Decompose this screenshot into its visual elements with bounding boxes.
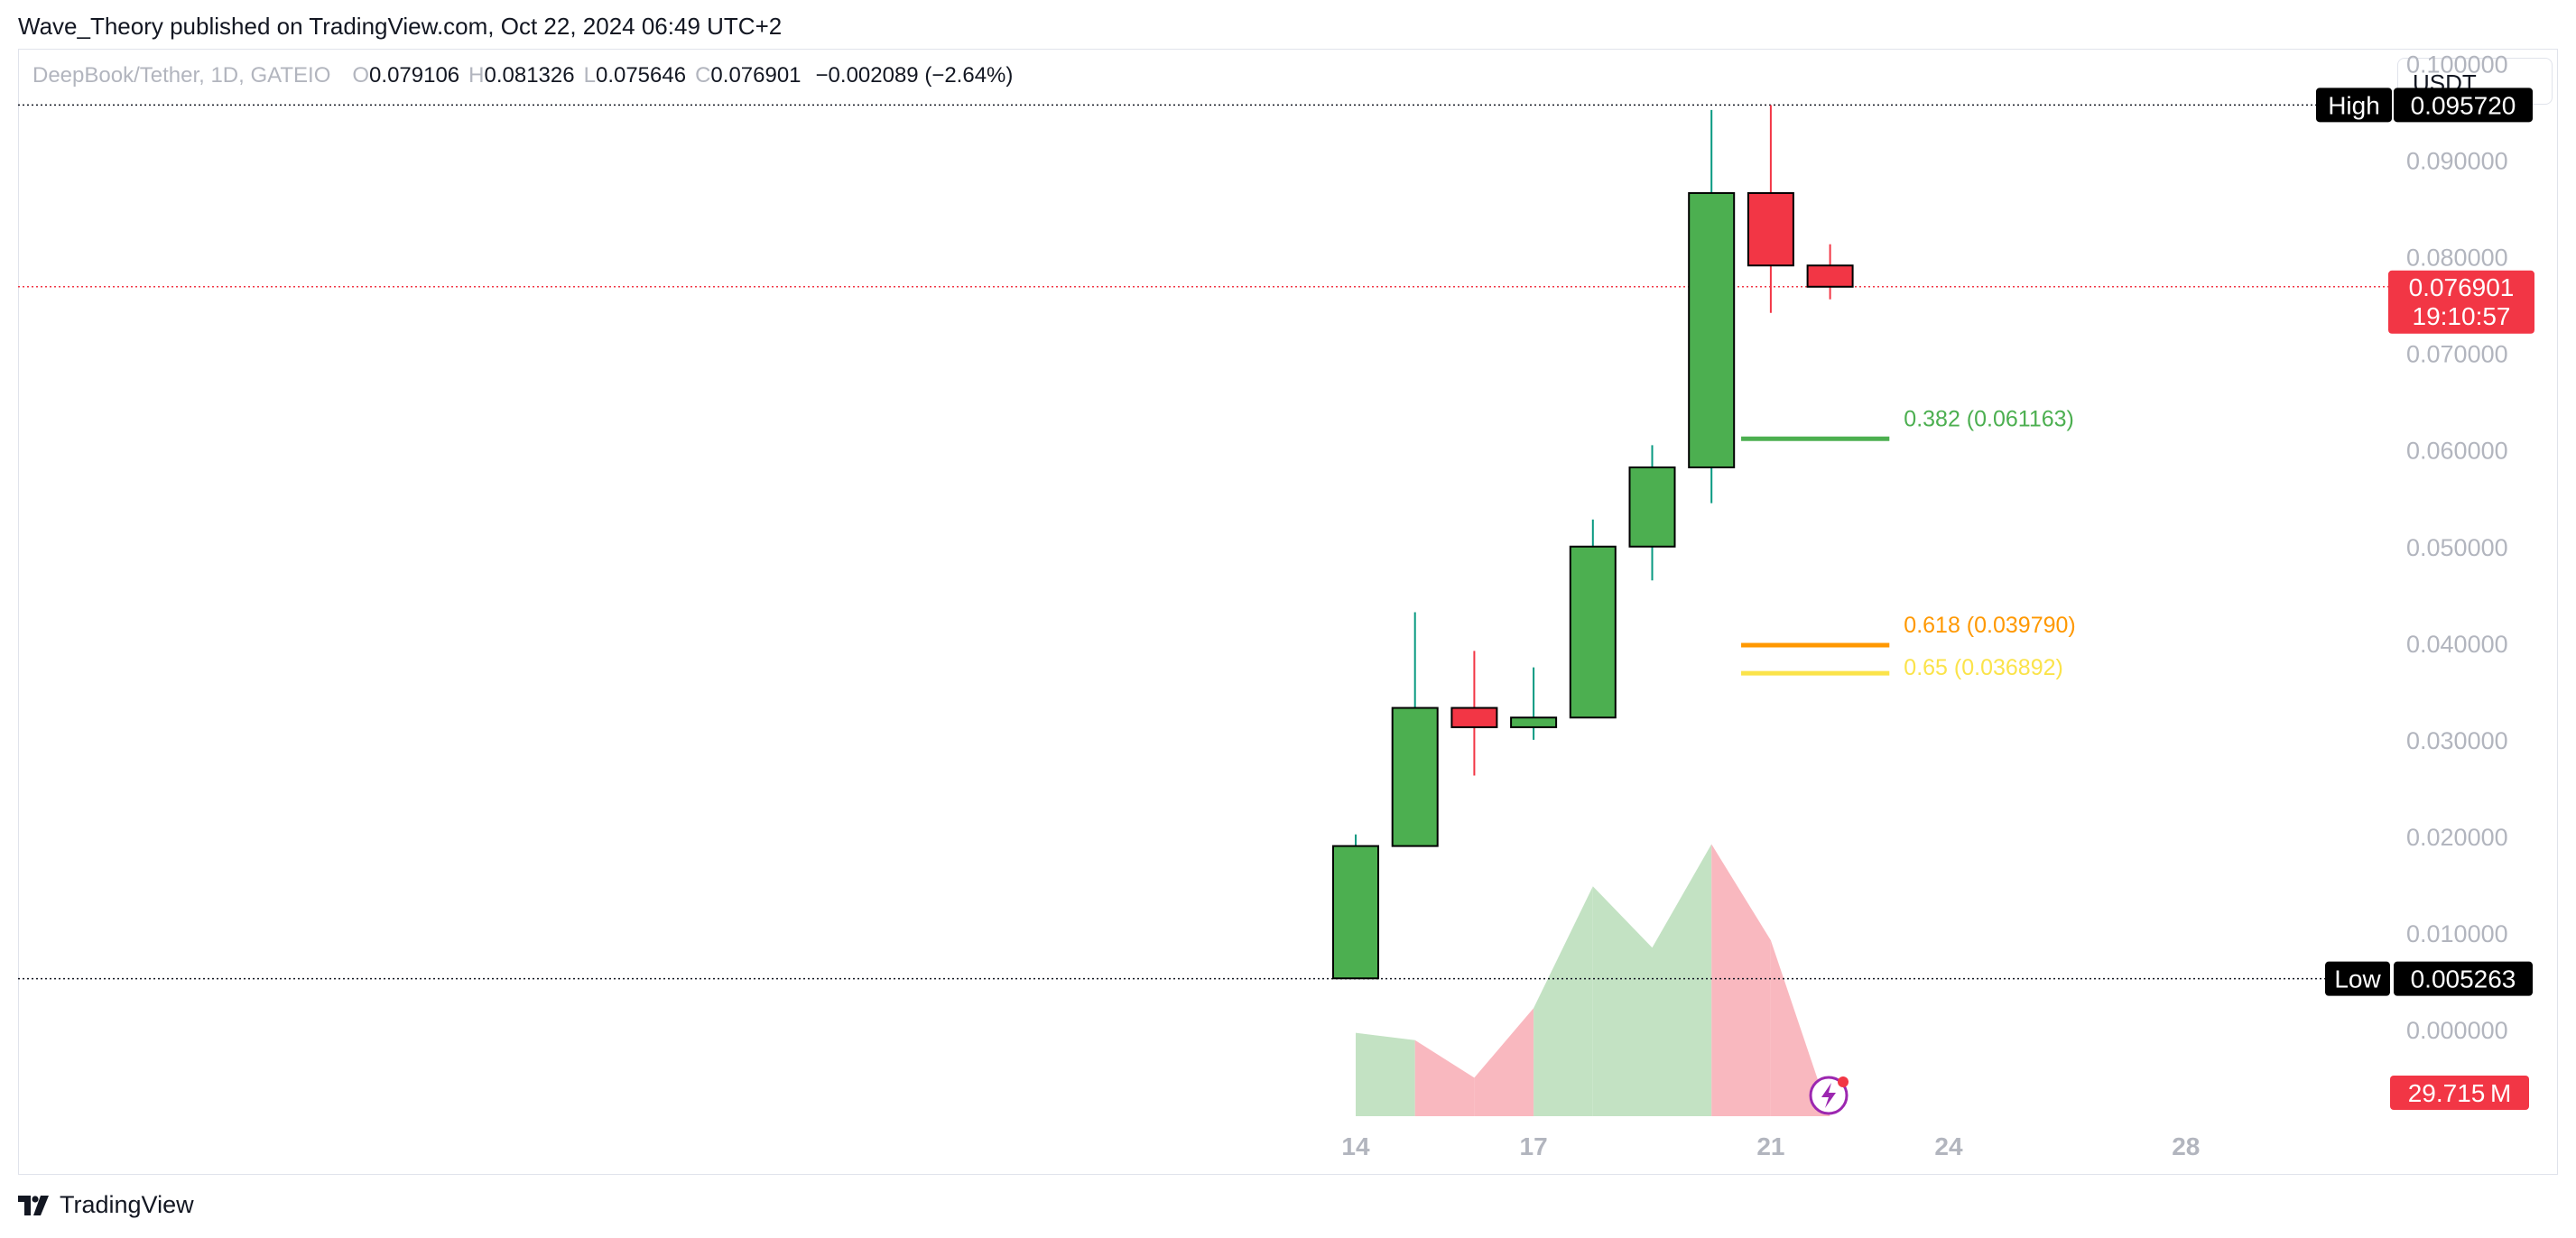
volume-area-segment [1414, 1039, 1475, 1116]
high-tag-label: High [2328, 91, 2380, 119]
volume-area-segment [1652, 844, 1712, 1116]
volume-tag: 29.715 M [2408, 1079, 2512, 1107]
y-axis-tick-label: 0.060000 [2406, 438, 2508, 465]
volume-area-segment [1592, 886, 1653, 1116]
volume-tag-bg [2390, 1076, 2529, 1110]
candle-body [1569, 545, 1617, 719]
lightning-icon-dot [1838, 1076, 1849, 1087]
high-label: H [468, 63, 485, 88]
tradingview-logo-icon [18, 1195, 49, 1215]
candle-body [1510, 716, 1558, 728]
symbol-label[interactable]: DeepBook/Tether, 1D, GATEIO [32, 63, 331, 88]
x-axis-tick-label: 21 [1756, 1132, 1784, 1160]
footer-brand-label: TradingView [60, 1191, 194, 1218]
low-value-tag-bg [2394, 961, 2533, 996]
last-price-tag-bg [2388, 270, 2534, 334]
low-tag-bg [2325, 961, 2390, 996]
fib-level-label: 0.382 (0.061163) [1904, 406, 2074, 431]
low-label: L [583, 63, 596, 88]
y-axis-tick-label: 0.020000 [2406, 824, 2508, 851]
candle-body [1391, 707, 1439, 847]
x-axis-tick-label: 28 [2172, 1132, 2200, 1160]
y-axis-tick-label: 0.040000 [2406, 631, 2508, 658]
high-tag-bg [2316, 88, 2392, 123]
high-value-tag-bg [2394, 88, 2533, 123]
chart-frame [18, 49, 2558, 1175]
candle-body [1628, 466, 1676, 548]
open-value: 0.079106 [369, 63, 460, 88]
x-axis-tick-label: 14 [1341, 1132, 1370, 1160]
volume-area-segment [1770, 940, 1830, 1116]
close-label: C [695, 63, 711, 88]
footer-brand[interactable]: TradingView [18, 1191, 194, 1219]
lightning-icon[interactable] [1809, 1076, 1849, 1115]
y-axis-tick-label: 0.090000 [2406, 148, 2508, 175]
y-axis-tick-label: 0.010000 [2406, 920, 2508, 947]
countdown-tag: 19:10:57 [2413, 302, 2511, 330]
candle-body [1450, 707, 1498, 728]
close-value: 0.076901 [710, 63, 802, 88]
y-axis-tick-label: 0.030000 [2406, 727, 2508, 754]
low-value-tag: 0.005263 [2411, 965, 2516, 993]
y-axis-tick-label: 0.100000 [2406, 51, 2508, 79]
last-price-tag: 0.076901 [2409, 273, 2515, 301]
low-tag-label: Low [2334, 965, 2381, 993]
candle-body [1688, 191, 1736, 468]
x-axis-tick-label: 17 [1520, 1132, 1548, 1160]
high-value: 0.081326 [484, 63, 575, 88]
y-axis-tick-label: 0.080000 [2406, 245, 2508, 272]
fib-level-label: 0.65 (0.036892) [1904, 655, 2063, 680]
volume-area-segment [1474, 1008, 1534, 1116]
candle-body [1747, 191, 1794, 267]
lightning-icon-bolt [1821, 1083, 1836, 1108]
volume-area-segment [1711, 844, 1771, 1116]
open-label: O [352, 63, 370, 88]
volume-area-segment [1534, 886, 1593, 1116]
y-axis-tick-label: 0.070000 [2406, 341, 2508, 368]
high-value-tag: 0.095720 [2411, 91, 2516, 119]
publisher-line: Wave_Theory published on TradingView.com… [18, 13, 783, 40]
change-value: −0.002089 (−2.64%) [815, 63, 1014, 88]
low-value: 0.075646 [595, 63, 687, 88]
y-axis-tick-label: 0.050000 [2406, 534, 2508, 561]
candle-body [1332, 845, 1379, 980]
fib-level-label: 0.618 (0.039790) [1904, 613, 2075, 638]
y-axis-tick-label: 0.000000 [2406, 1017, 2508, 1044]
volume-area-segment [1356, 1032, 1415, 1116]
x-axis-tick-label: 24 [1934, 1132, 1963, 1160]
candle-body [1806, 264, 1854, 288]
